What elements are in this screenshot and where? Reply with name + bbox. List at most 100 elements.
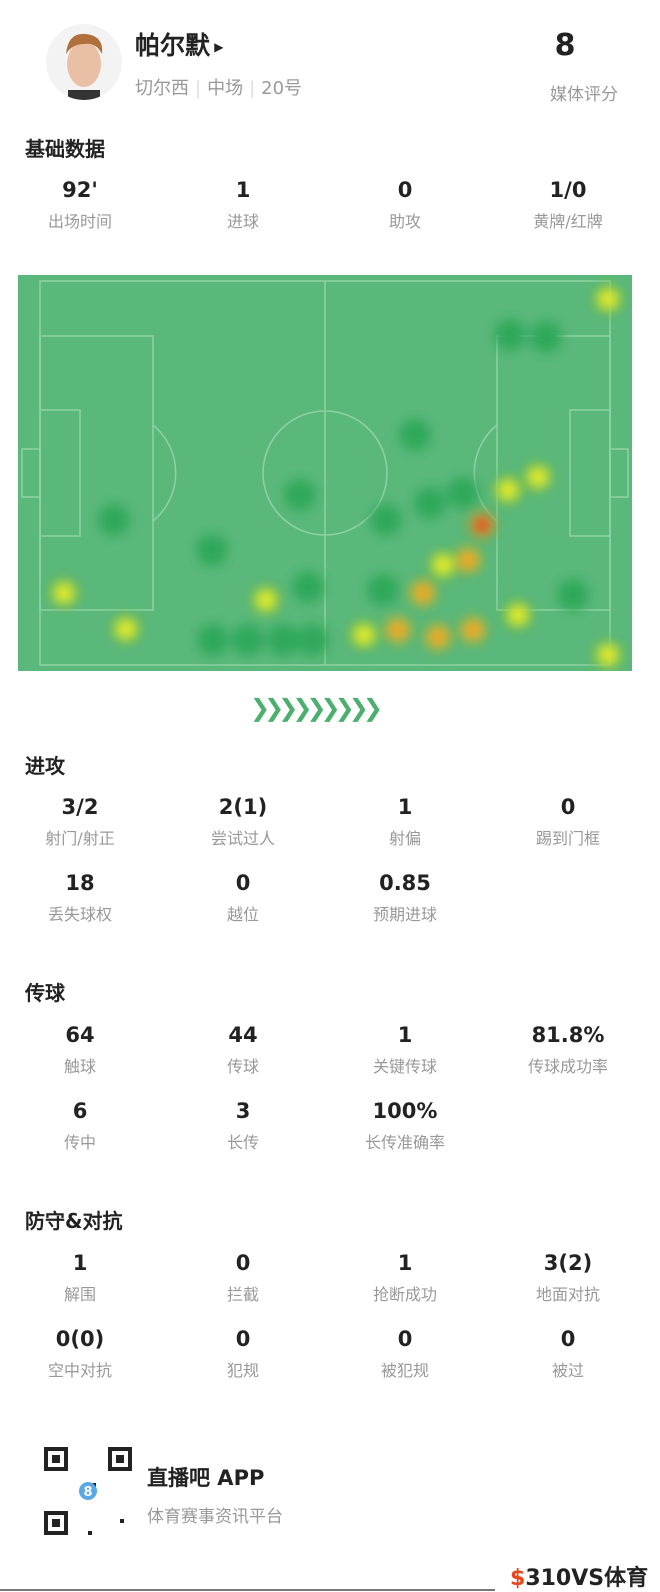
stat-value: 0.85	[379, 871, 431, 895]
stat-value: 1	[235, 178, 251, 202]
stat-value: 1	[397, 795, 413, 819]
stat-value: 1	[72, 1251, 88, 1275]
stat-label: 射偏	[388, 829, 421, 848]
stat-item: 1 射偏	[325, 795, 485, 849]
heat-spot	[196, 534, 228, 566]
app-name: 直播吧 APP	[147, 1466, 265, 1490]
stat-label: 助攻	[388, 212, 421, 231]
stat-row: 64 触球 44 传球 1 关键传球 81.8% 传球成功率	[0, 1023, 660, 1083]
stat-value: 1	[397, 1023, 413, 1047]
heat-spot	[472, 515, 492, 535]
section-title: 防守&对抗	[25, 1209, 123, 1233]
stat-value: 0	[235, 1327, 251, 1351]
section-title: 传球	[25, 981, 65, 1005]
heat-spot	[357, 628, 371, 642]
stat-label: 射门/射正	[45, 829, 115, 848]
stat-item: 1 解围	[0, 1251, 160, 1305]
stat-label: 传球成功率	[527, 1057, 608, 1076]
heat-spot	[428, 627, 448, 647]
stat-item: 92' 出场时间	[0, 178, 160, 232]
heat-spot	[557, 579, 589, 611]
stat-label: 越位	[226, 905, 259, 924]
stat-label: 传中	[63, 1133, 96, 1152]
stat-label: 踢到门框	[535, 829, 600, 848]
heat-spot	[119, 622, 133, 636]
stat-row: 6 传中 3 长传 100% 长传准确率	[0, 1099, 660, 1159]
stat-item: 64 触球	[0, 1023, 160, 1077]
stat-item: 0(0) 空中对抗	[0, 1327, 160, 1381]
stat-row: 92' 出场时间 1 进球 0 助攻 1/0 黄牌/红牌	[0, 178, 660, 238]
stat-item: 0.85 预期进球	[325, 871, 485, 925]
stat-item: 0 犯规	[163, 1327, 323, 1381]
stat-label: 长传	[226, 1133, 259, 1152]
stat-label: 被犯规	[380, 1361, 429, 1380]
media-rating: 8	[554, 28, 576, 63]
qr-badge: 8	[83, 1485, 92, 1500]
stat-item: 3/2 射门/射正	[0, 795, 160, 849]
stat-value: 1/0	[549, 178, 587, 202]
heat-spot	[511, 608, 525, 622]
app-subtitle: 体育赛事资讯平台	[147, 1507, 283, 1527]
heat-spot	[292, 571, 324, 603]
stat-item: 0 踢到门框	[488, 795, 648, 849]
stat-value: 100%	[372, 1099, 438, 1123]
heat-spot	[458, 550, 478, 570]
heat-spot	[367, 574, 399, 606]
heat-spot	[463, 620, 483, 640]
player-avatar	[46, 24, 122, 100]
heat-spot	[284, 479, 316, 511]
stat-label: 进球	[226, 212, 259, 231]
stat-label: 丢失球权	[47, 905, 112, 924]
stat-label: 传球	[226, 1057, 259, 1076]
stat-item: 0 助攻	[325, 178, 485, 232]
stat-value: 64	[65, 1023, 95, 1047]
stat-row: 1 解围 0 拦截 1 抢断成功 3(2) 地面对抗	[0, 1251, 660, 1311]
stat-value: 2(1)	[218, 795, 268, 819]
section-title: 基础数据	[25, 137, 105, 161]
stat-value: 3(2)	[543, 1251, 593, 1275]
player-meta: 切尔西 | 中场 | 20号	[135, 78, 303, 99]
watermark-logo: $310VS体育	[510, 1566, 649, 1591]
stat-label: 拦截	[226, 1285, 259, 1304]
heat-spot	[388, 620, 408, 640]
stat-item: 0 被过	[488, 1327, 648, 1381]
heat-spot	[259, 593, 273, 607]
stat-value: 1	[397, 1251, 413, 1275]
play-arrow-icon: ▶	[210, 40, 224, 54]
stat-item: 1 抢断成功	[325, 1251, 485, 1305]
stat-item: 1 进球	[163, 178, 323, 232]
stat-label: 触球	[63, 1057, 96, 1076]
media-rating-label: 媒体评分	[550, 85, 618, 105]
stat-value: 3	[235, 1099, 251, 1123]
heat-spot	[530, 321, 562, 353]
stat-value: 0	[560, 795, 576, 819]
stat-value: 0(0)	[55, 1327, 105, 1351]
stat-label: 解围	[63, 1285, 96, 1304]
stat-label: 预期进球	[372, 905, 437, 924]
heat-spot	[531, 470, 545, 484]
stat-value: 44	[228, 1023, 258, 1047]
player-name[interactable]: 帕尔默 ▶	[135, 31, 224, 60]
heat-spot	[601, 292, 615, 306]
stat-row: 18 丢失球权 0 越位 0.85 预期进球	[0, 871, 660, 931]
section-title: 进攻	[25, 754, 65, 778]
heat-spot	[57, 586, 71, 600]
stat-item: 0 越位	[163, 871, 323, 925]
stat-item: 18 丢失球权	[0, 871, 160, 925]
stat-row: 0(0) 空中对抗 0 犯规 0 被犯规 0 被过	[0, 1327, 660, 1387]
stat-label: 黄牌/红牌	[533, 212, 603, 231]
stat-item: 2(1) 尝试过人	[163, 795, 323, 849]
stat-label: 出场时间	[47, 212, 112, 231]
stat-label: 关键传球	[372, 1057, 437, 1076]
stat-item: 3(2) 地面对抗	[488, 1251, 648, 1305]
stat-value: 0	[397, 178, 413, 202]
heatmap-pitch	[18, 275, 632, 671]
stat-item: 0 拦截	[163, 1251, 323, 1305]
heat-spot	[413, 583, 433, 603]
heat-spot	[267, 624, 299, 656]
stat-item: 44 传球	[163, 1023, 323, 1077]
stat-label: 长传准确率	[364, 1133, 445, 1152]
stat-item: 81.8% 传球成功率	[488, 1023, 648, 1077]
heat-spot	[232, 624, 264, 656]
stat-item: 1 关键传球	[325, 1023, 485, 1077]
